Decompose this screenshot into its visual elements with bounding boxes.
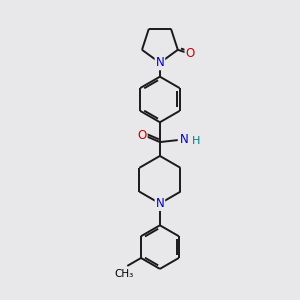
Text: O: O	[137, 129, 147, 142]
Text: N: N	[155, 197, 164, 210]
Text: O: O	[185, 47, 195, 60]
Text: N: N	[155, 56, 164, 69]
Text: CH₃: CH₃	[115, 269, 134, 279]
Text: N: N	[180, 133, 189, 146]
Text: H: H	[192, 136, 200, 146]
